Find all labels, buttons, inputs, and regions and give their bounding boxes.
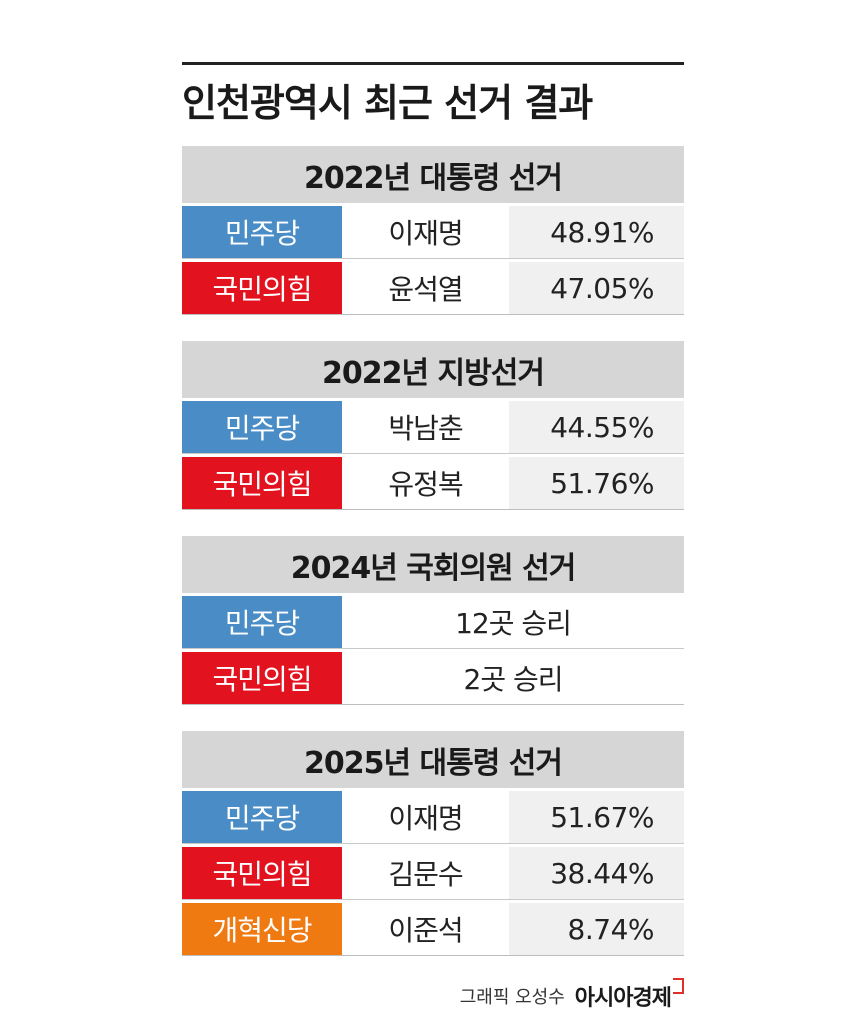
vote-percent: 38.44% [509,847,684,899]
graphic-credit: 그래픽 오성수 [459,987,565,1008]
party-label: 국민의힘 [182,457,342,509]
table-row: 국민의힘 2곳 승리 [182,652,684,705]
party-label: 민주당 [182,791,342,843]
table-row: 민주당 이재명 51.67% [182,791,684,844]
candidate-name: 이재명 [342,206,509,258]
candidate-name: 이준석 [342,903,509,955]
section-2022-local: 2022년 지방선거 민주당 박남춘 44.55% 국민의힘 유정복 51.76… [182,341,684,510]
page-title: 인천광역시 최근 선거 결과 [182,81,593,125]
party-label: 민주당 [182,401,342,453]
table-row: 민주당 12곳 승리 [182,596,684,649]
candidate-name: 이재명 [342,791,509,843]
credit-line: 그래픽 오성수 아시아경제 [459,978,684,1012]
party-label: 민주당 [182,596,342,648]
vote-percent: 47.05% [509,262,684,314]
table-row: 개혁신당 이준석 8.74% [182,903,684,956]
party-label: 민주당 [182,206,342,258]
candidate-name: 김문수 [342,847,509,899]
vote-percent: 48.91% [509,206,684,258]
vote-percent: 51.67% [509,791,684,843]
section-header: 2022년 지방선거 [182,341,684,398]
vote-percent: 51.76% [509,457,684,509]
brand-mark-icon [673,978,684,994]
candidate-name: 박남춘 [342,401,509,453]
vote-percent: 44.55% [509,401,684,453]
brand-logo: 아시아경제 [574,986,672,1011]
section-header: 2022년 대통령 선거 [182,146,684,203]
section-header: 2025년 대통령 선거 [182,731,684,788]
table-row: 국민의힘 김문수 38.44% [182,847,684,900]
party-label: 국민의힘 [182,652,342,704]
table-row: 국민의힘 윤석열 47.05% [182,262,684,315]
top-rule [182,62,684,65]
table-row: 국민의힘 유정복 51.76% [182,457,684,510]
candidate-name: 유정복 [342,457,509,509]
seat-result: 12곳 승리 [342,596,684,648]
table-row: 민주당 이재명 48.91% [182,206,684,259]
section-header: 2024년 국회의원 선거 [182,536,684,593]
candidate-name: 윤석열 [342,262,509,314]
section-2024-national-assembly: 2024년 국회의원 선거 민주당 12곳 승리 국민의힘 2곳 승리 [182,536,684,705]
section-2022-presidential: 2022년 대통령 선거 민주당 이재명 48.91% 국민의힘 윤석열 47.… [182,146,684,315]
party-label: 개혁신당 [182,903,342,955]
party-label: 국민의힘 [182,262,342,314]
table-row: 민주당 박남춘 44.55% [182,401,684,454]
vote-percent: 8.74% [509,903,684,955]
seat-result: 2곳 승리 [342,652,684,704]
party-label: 국민의힘 [182,847,342,899]
section-2025-presidential: 2025년 대통령 선거 민주당 이재명 51.67% 국민의힘 김문수 38.… [182,731,684,956]
